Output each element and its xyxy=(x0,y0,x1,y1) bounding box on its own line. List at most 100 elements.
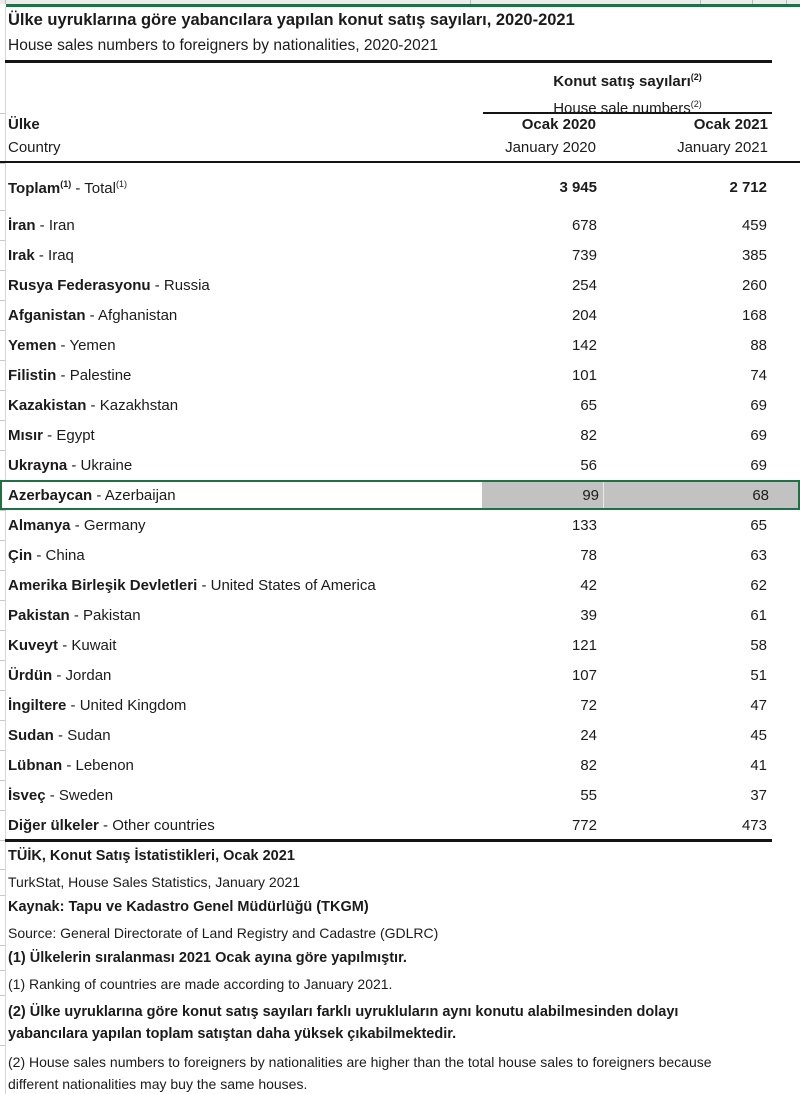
value-2020-cell[interactable]: 82 xyxy=(580,426,597,444)
value-2021-cell[interactable]: 385 xyxy=(741,246,767,264)
country-cell[interactable]: İngiltere - United Kingdom xyxy=(8,696,187,714)
gridline-tick xyxy=(0,970,5,971)
value-2020-cell[interactable]: 99 xyxy=(482,482,604,508)
value-2021-cell[interactable]: 68 xyxy=(752,486,769,504)
country-header-english: Country xyxy=(8,139,61,156)
country-cell[interactable]: İsveç - Sweden xyxy=(8,786,114,804)
gridline-tick xyxy=(0,869,5,870)
table-row[interactable]: İsveç - Sweden 55 37 xyxy=(0,780,800,810)
table-row[interactable]: Afganistan - Afghanistan 204 168 xyxy=(0,300,800,330)
table-row[interactable]: Ürdün - Jordan 107 51 xyxy=(0,660,800,690)
country-cell[interactable]: Ukrayna - Ukraine xyxy=(8,456,133,474)
table-row[interactable]: Almanya - Germany 133 65 xyxy=(0,510,800,540)
value-2020-cell[interactable]: 72 xyxy=(580,696,597,714)
country-cell[interactable]: Rusya Federasyonu - Russia xyxy=(8,276,210,294)
value-2021-cell[interactable]: 459 xyxy=(741,216,767,234)
gridline-tick xyxy=(0,390,5,391)
value-2021-cell[interactable]: 37 xyxy=(750,786,767,804)
table-row[interactable]: Ukrayna - Ukraine 56 69 xyxy=(0,450,800,480)
column-header-2021-turkish: Ocak 2021 xyxy=(693,116,768,133)
value-2021-cell[interactable]: 63 xyxy=(750,546,767,564)
table-row[interactable]: Rusya Federasyonu - Russia 254 260 xyxy=(0,270,800,300)
value-2021-cell[interactable]: 47 xyxy=(750,696,767,714)
value-2021-cell[interactable]: 260 xyxy=(741,276,767,294)
table-row[interactable]: Diğer ülkeler - Other countries 772 473 xyxy=(0,810,800,840)
value-2020-cell[interactable]: 56 xyxy=(580,456,597,474)
value-2020-cell[interactable]: 107 xyxy=(571,666,597,684)
table-row[interactable]: Irak - Iraq 739 385 xyxy=(0,240,800,270)
value-2021-cell[interactable]: 88 xyxy=(750,336,767,354)
value-2021-cell[interactable]: 69 xyxy=(750,396,767,414)
footnote-line: (1) Ülkelerin sıralanması 2021 Ocak ayın… xyxy=(8,950,407,966)
table-row-selected[interactable]: Azerbaycan - Azerbaijan 99 68 xyxy=(0,480,800,510)
country-cell[interactable]: Kuveyt - Kuwait xyxy=(8,636,117,654)
table-row[interactable]: Yemen - Yemen 142 88 xyxy=(0,330,800,360)
value-2021-cell[interactable]: 62 xyxy=(750,576,767,594)
total-value-2020-cell[interactable]: 3 945 xyxy=(559,179,597,196)
value-2020-cell[interactable]: 78 xyxy=(580,546,597,564)
table-row[interactable]: Amerika Birleşik Devletleri - United Sta… xyxy=(0,570,800,600)
value-2021-cell[interactable]: 61 xyxy=(750,606,767,624)
country-cell[interactable]: İran - Iran xyxy=(8,216,75,234)
value-2020-cell[interactable]: 82 xyxy=(580,756,597,774)
value-2020-cell[interactable]: 772 xyxy=(571,816,597,834)
value-2021-cell[interactable]: 74 xyxy=(750,366,767,384)
table-row[interactable]: Çin - China 78 63 xyxy=(0,540,800,570)
country-cell[interactable]: Lübnan - Lebenon xyxy=(8,756,134,774)
value-2020-cell[interactable]: 254 xyxy=(571,276,597,294)
value-2021-cell[interactable]: 51 xyxy=(750,666,767,684)
value-2020-cell[interactable]: 65 xyxy=(580,396,597,414)
country-cell[interactable]: Kazakistan - Kazakhstan xyxy=(8,396,179,414)
table-row[interactable]: Lübnan - Lebenon 82 41 xyxy=(0,750,800,780)
table-row[interactable]: İngiltere - United Kingdom 72 47 xyxy=(0,690,800,720)
table-row[interactable]: İran - Iran 678 459 xyxy=(0,210,800,240)
value-2021-cell[interactable]: 58 xyxy=(750,636,767,654)
value-2020-cell[interactable]: 24 xyxy=(580,726,597,744)
value-2021-cell[interactable]: 45 xyxy=(750,726,767,744)
value-2021-cell[interactable]: 65 xyxy=(750,516,767,534)
column-header-2020-turkish: Ocak 2020 xyxy=(521,116,596,133)
country-cell[interactable]: Yemen - Yemen xyxy=(8,336,116,354)
total-label-cell[interactable]: Toplam(1) - Total(1) xyxy=(0,179,477,197)
value-2020-cell[interactable]: 121 xyxy=(571,636,597,654)
country-cell[interactable]: Ürdün - Jordan xyxy=(8,666,112,684)
total-row[interactable]: Toplam(1) - Total(1) 3 945 2 712 xyxy=(0,165,800,210)
country-cell[interactable]: Mısır - Egypt xyxy=(8,426,95,444)
value-2020-cell[interactable]: 55 xyxy=(580,786,597,804)
table-row[interactable]: Kazakistan - Kazakhstan 65 69 xyxy=(0,390,800,420)
country-cell[interactable]: Azerbaycan - Azerbaijan xyxy=(8,486,176,504)
table-row[interactable]: Pakistan - Pakistan 39 61 xyxy=(0,600,800,630)
value-2020-cell[interactable]: 101 xyxy=(571,366,597,384)
gridline-stub xyxy=(752,0,753,4)
total-label-english: Total xyxy=(84,179,116,197)
country-cell[interactable]: Amerika Birleşik Devletleri - United Sta… xyxy=(8,576,376,594)
gridline-stub xyxy=(470,0,471,4)
value-2020-cell[interactable]: 739 xyxy=(571,246,597,264)
value-2020-cell[interactable]: 133 xyxy=(571,516,597,534)
country-cell[interactable]: Irak - Iraq xyxy=(8,246,74,264)
value-2020-cell[interactable]: 678 xyxy=(571,216,597,234)
table-title-turkish: Ülke uyruklarına göre yabancılara yapıla… xyxy=(8,11,575,29)
value-2021-cell[interactable]: 41 xyxy=(750,756,767,774)
value-2021-cell[interactable]: 473 xyxy=(741,816,767,834)
value-2020-cell[interactable]: 204 xyxy=(571,306,597,324)
country-cell[interactable]: Filistin - Palestine xyxy=(8,366,132,384)
value-2020-cell[interactable]: 39 xyxy=(580,606,597,624)
table-row[interactable]: Kuveyt - Kuwait 121 58 xyxy=(0,630,800,660)
value-2020-cell[interactable]: 142 xyxy=(571,336,597,354)
country-cell[interactable]: Sudan - Sudan xyxy=(8,726,111,744)
value-2021-cell[interactable]: 168 xyxy=(741,306,767,324)
country-cell[interactable]: Diğer ülkeler - Other countries xyxy=(8,816,215,834)
table-row[interactable]: Mısır - Egypt 82 69 xyxy=(0,420,800,450)
value-2020-cell[interactable]: 42 xyxy=(580,576,597,594)
value-2021-cell[interactable]: 69 xyxy=(750,456,767,474)
table-row[interactable]: Sudan - Sudan 24 45 xyxy=(0,720,800,750)
total-value-2021-cell[interactable]: 2 712 xyxy=(729,179,767,196)
value-2021-cell[interactable]: 69 xyxy=(750,426,767,444)
table-row[interactable]: Filistin - Palestine 101 74 xyxy=(0,360,800,390)
group-header-turkish-text: Konut satış sayıları xyxy=(553,73,691,90)
country-cell[interactable]: Çin - China xyxy=(8,546,85,564)
country-cell[interactable]: Almanya - Germany xyxy=(8,516,146,534)
country-cell[interactable]: Pakistan - Pakistan xyxy=(8,606,141,624)
country-cell[interactable]: Afganistan - Afghanistan xyxy=(8,306,178,324)
